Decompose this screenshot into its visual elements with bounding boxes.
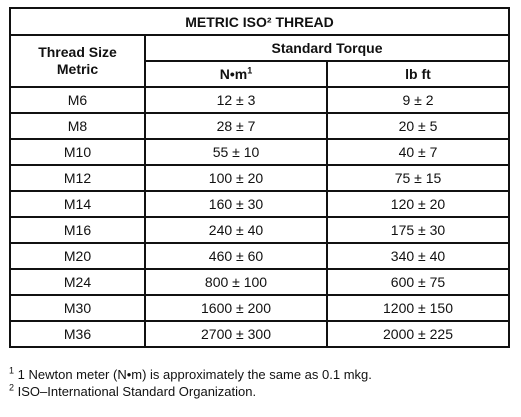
table-row: M16 240 ± 40 175 ± 30 xyxy=(9,216,510,244)
standard-torque-header: Standard Torque xyxy=(144,34,510,62)
table-row: M8 28 ± 7 20 ± 5 xyxy=(9,112,510,140)
table-title-row: METRIC ISO² THREAD xyxy=(9,7,510,36)
nm-value-cell: 1600 ± 200 xyxy=(144,294,328,322)
thread-size-cell: M10 xyxy=(9,138,146,166)
thread-torque-table-container: METRIC ISO² THREAD Thread Size Metric St… xyxy=(9,7,510,348)
thread-size-cell: M20 xyxy=(9,242,146,270)
nm-header-text: N•m xyxy=(219,66,248,82)
nm-value-cell: 2700 ± 300 xyxy=(144,320,328,348)
lbft-value-cell: 9 ± 2 xyxy=(326,86,510,114)
footnotes: 1 1 Newton meter (N•m) is approximately … xyxy=(9,366,514,400)
thread-size-cell: M8 xyxy=(9,112,146,140)
thread-torque-table: METRIC ISO² THREAD Thread Size Metric St… xyxy=(9,7,510,348)
nm-header-footnote-mark: 1 xyxy=(247,65,253,76)
nm-value-cell: 460 ± 60 xyxy=(144,242,328,270)
lbft-value-cell: 175 ± 30 xyxy=(326,216,510,244)
table-row: M14 160 ± 30 120 ± 20 xyxy=(9,190,510,218)
nm-value-cell: 160 ± 30 xyxy=(144,190,328,218)
header-row-1: Thread Size Metric Standard Torque xyxy=(9,34,510,88)
footnote-1-text: 1 Newton meter (N•m) is approximately th… xyxy=(14,367,372,382)
thread-size-cell: M36 xyxy=(9,320,146,348)
lbft-value-cell: 20 ± 5 xyxy=(326,112,510,140)
thread-size-header-line1: Thread Size xyxy=(38,44,117,60)
table-row: M12 100 ± 20 75 ± 15 xyxy=(9,164,510,192)
thread-size-cell: M6 xyxy=(9,86,146,114)
thread-size-cell: M24 xyxy=(9,268,146,296)
thread-size-cell: M30 xyxy=(9,294,146,322)
table-row: M30 1600 ± 200 1200 ± 150 xyxy=(9,294,510,322)
footnote-2-marker: 2 xyxy=(9,382,15,393)
table-row: M24 800 ± 100 600 ± 75 xyxy=(9,268,510,296)
lbft-value-cell: 600 ± 75 xyxy=(326,268,510,296)
nm-value-cell: 28 ± 7 xyxy=(144,112,328,140)
footnote-1: 1 1 Newton meter (N•m) is approximately … xyxy=(9,366,514,383)
table-title: METRIC ISO² THREAD xyxy=(9,7,510,36)
table-row: M36 2700 ± 300 2000 ± 225 xyxy=(9,320,510,348)
thread-size-cell: M16 xyxy=(9,216,146,244)
table-row: M20 460 ± 60 340 ± 40 xyxy=(9,242,510,270)
header-row-2: N•m1 lb ft xyxy=(10,60,510,88)
table-row: M10 55 ± 10 40 ± 7 xyxy=(9,138,510,166)
nm-value-cell: 100 ± 20 xyxy=(144,164,328,192)
lbft-header: lb ft xyxy=(326,60,510,88)
lbft-value-cell: 2000 ± 225 xyxy=(326,320,510,348)
thread-size-cell: M12 xyxy=(9,164,146,192)
thread-size-header-line2: Metric xyxy=(56,61,99,77)
nm-value-cell: 12 ± 3 xyxy=(144,86,328,114)
lbft-value-cell: 75 ± 15 xyxy=(326,164,510,192)
table-row: M6 12 ± 3 9 ± 2 xyxy=(9,86,510,114)
footnote-2-text: ISO–International Standard Organization. xyxy=(14,384,257,399)
lbft-value-cell: 40 ± 7 xyxy=(326,138,510,166)
nm-header: N•m1 xyxy=(144,60,328,88)
lbft-value-cell: 120 ± 20 xyxy=(326,190,510,218)
nm-value-cell: 800 ± 100 xyxy=(144,268,328,296)
lbft-value-cell: 1200 ± 150 xyxy=(326,294,510,322)
footnote-2: 2 ISO–International Standard Organizatio… xyxy=(9,383,514,400)
nm-value-cell: 55 ± 10 xyxy=(144,138,328,166)
thread-size-header: Thread Size Metric xyxy=(9,34,146,88)
footnote-1-marker: 1 xyxy=(9,365,15,376)
thread-size-cell: M14 xyxy=(9,190,146,218)
lbft-value-cell: 340 ± 40 xyxy=(326,242,510,270)
nm-value-cell: 240 ± 40 xyxy=(144,216,328,244)
